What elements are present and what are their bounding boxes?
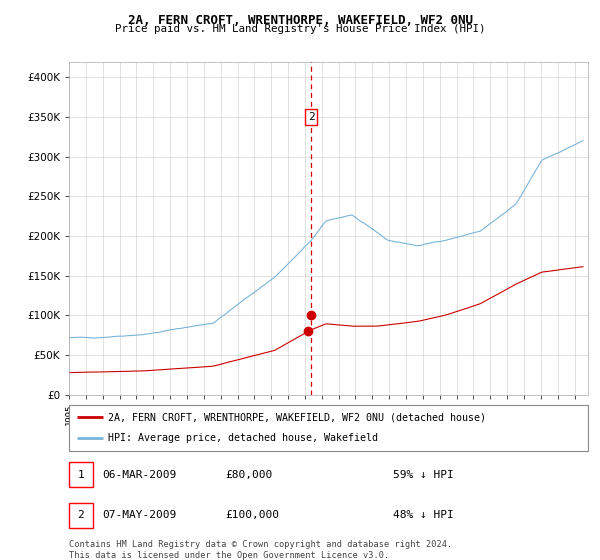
Text: 2A, FERN CROFT, WRENTHORPE, WAKEFIELD, WF2 0NU: 2A, FERN CROFT, WRENTHORPE, WAKEFIELD, W… [128,14,473,27]
Text: 07-MAY-2009: 07-MAY-2009 [102,511,176,520]
Text: 2: 2 [77,511,85,520]
Text: Price paid vs. HM Land Registry's House Price Index (HPI): Price paid vs. HM Land Registry's House … [115,24,485,34]
Text: 1: 1 [77,470,85,479]
Text: £80,000: £80,000 [225,470,272,479]
Text: 2A, FERN CROFT, WRENTHORPE, WAKEFIELD, WF2 0NU (detached house): 2A, FERN CROFT, WRENTHORPE, WAKEFIELD, W… [108,412,486,422]
Text: 48% ↓ HPI: 48% ↓ HPI [393,511,454,520]
Text: 2: 2 [308,112,314,122]
Text: £100,000: £100,000 [225,511,279,520]
Text: 06-MAR-2009: 06-MAR-2009 [102,470,176,479]
Text: 59% ↓ HPI: 59% ↓ HPI [393,470,454,479]
Text: Contains HM Land Registry data © Crown copyright and database right 2024.
This d: Contains HM Land Registry data © Crown c… [69,540,452,560]
Text: HPI: Average price, detached house, Wakefield: HPI: Average price, detached house, Wake… [108,433,378,444]
